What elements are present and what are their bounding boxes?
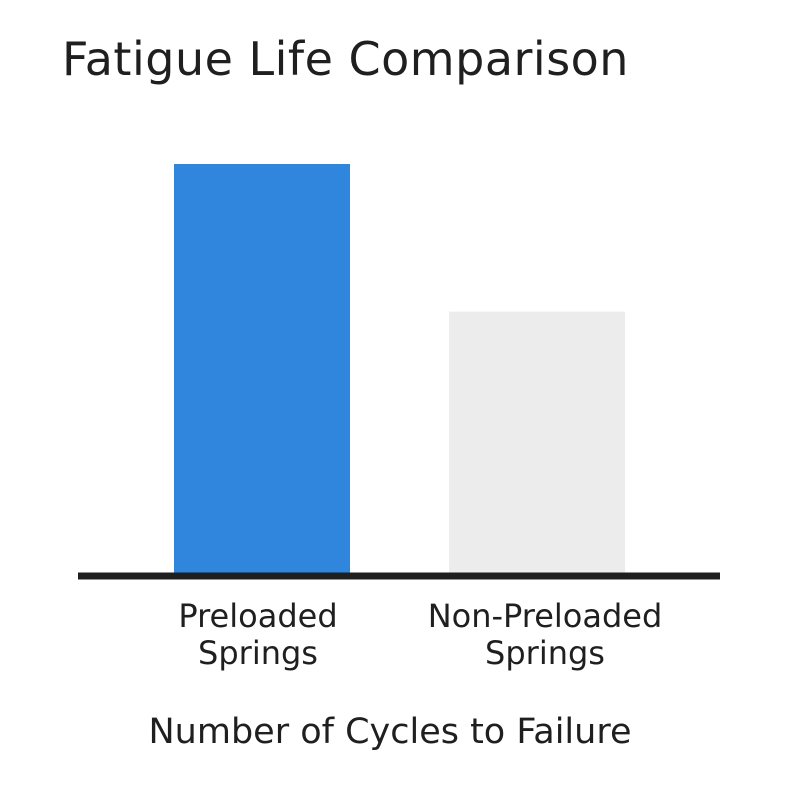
x-tick-label-line: Preloaded <box>178 597 338 635</box>
x-tick-label-preloaded: Preloaded Springs <box>118 598 398 672</box>
x-tick-label-line: Springs <box>198 633 318 672</box>
x-tick-label-line: Non-Preloaded <box>427 597 663 635</box>
x-axis-title: Number of Cycles to Failure <box>148 712 632 752</box>
x-tick-label-non-preloaded: Non-Preloaded Springs <box>405 598 685 672</box>
x-tick-label-line: Springs <box>485 633 605 672</box>
bar-preloaded <box>174 164 350 574</box>
bar-non-preloaded <box>449 311 625 574</box>
chart-title: Fatigue Life Comparison <box>62 32 629 86</box>
